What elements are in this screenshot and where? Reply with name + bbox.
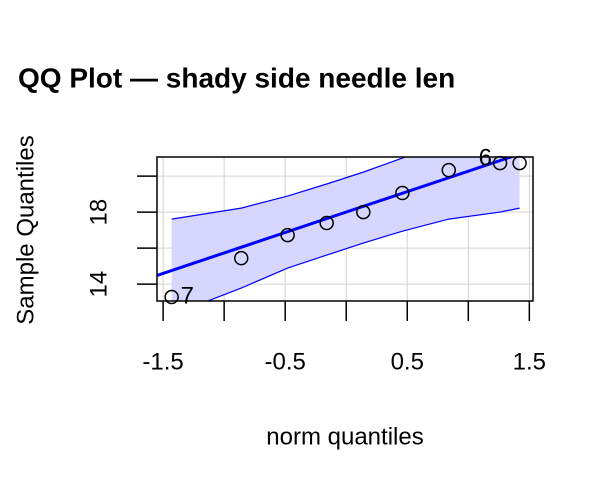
plot-frame bbox=[156, 156, 534, 302]
point bbox=[164, 289, 179, 305]
point bbox=[512, 155, 527, 171]
y-tick-label: 14 bbox=[85, 271, 112, 298]
x-tick-label: 1.5 bbox=[513, 348, 546, 375]
y-axis-label: Sample Quantiles bbox=[12, 135, 39, 324]
point bbox=[492, 155, 508, 171]
point bbox=[319, 215, 334, 231]
envelope-line bbox=[171, 157, 407, 220]
point-label: 6 bbox=[479, 144, 492, 171]
y-tick-label: 18 bbox=[85, 199, 112, 226]
x-tick-label: -0.5 bbox=[265, 348, 306, 375]
reference-line bbox=[157, 157, 516, 277]
point bbox=[441, 162, 457, 178]
x-tick-label: -1.5 bbox=[142, 348, 183, 375]
point bbox=[356, 204, 371, 220]
x-axis-label: norm quantiles bbox=[266, 423, 423, 450]
x-tick-label: 0.5 bbox=[391, 348, 424, 375]
point-label: 7 bbox=[181, 282, 194, 309]
point bbox=[280, 227, 295, 243]
chart-title: QQ Plot — shady side needle len bbox=[18, 62, 455, 93]
confidence-envelope bbox=[171, 157, 520, 301]
point bbox=[233, 250, 249, 266]
point bbox=[395, 185, 410, 201]
envelope-line bbox=[206, 207, 520, 301]
plot-area bbox=[157, 157, 533, 301]
